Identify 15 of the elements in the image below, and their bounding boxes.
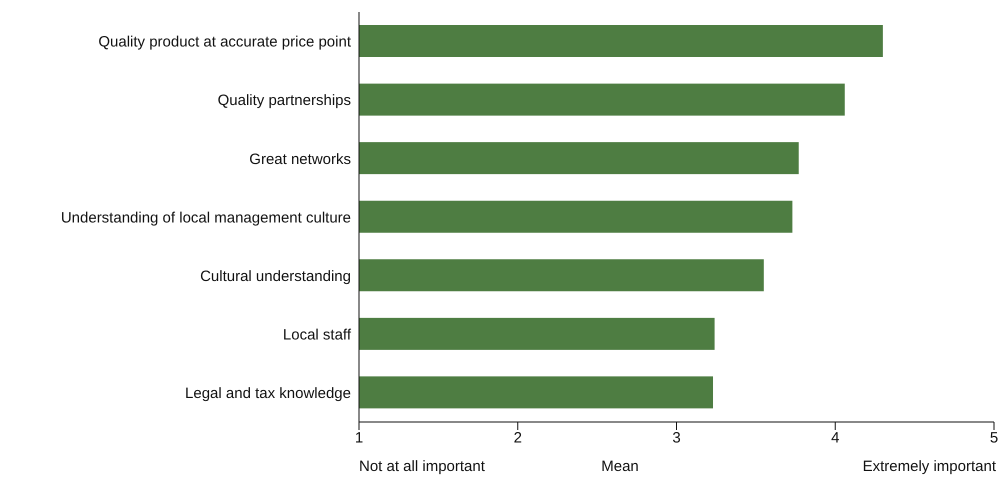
- y-tick-label: Legal and tax knowledge: [185, 385, 351, 402]
- y-tick-label: Cultural understanding: [200, 268, 351, 285]
- x-tick-label: 3: [672, 430, 681, 447]
- x-tick-label: 4: [831, 430, 840, 447]
- text: Not at all important: [359, 458, 485, 475]
- x-tick-label: 1: [354, 430, 364, 447]
- y-tick-label: Quality partnerships: [218, 92, 351, 110]
- text: Extremely important: [862, 458, 996, 475]
- y-tick-label: Quality product at accurate price point: [98, 34, 352, 51]
- x-axis-title: Mean: [601, 458, 639, 475]
- x-tick-label: 2: [514, 430, 522, 447]
- y-tick-label: Understanding of local management culture: [60, 209, 351, 226]
- y-tick-label: Great networks: [249, 150, 351, 168]
- y-tick-label: Local staff: [282, 326, 352, 344]
- x-tick-label: 5: [990, 430, 998, 447]
